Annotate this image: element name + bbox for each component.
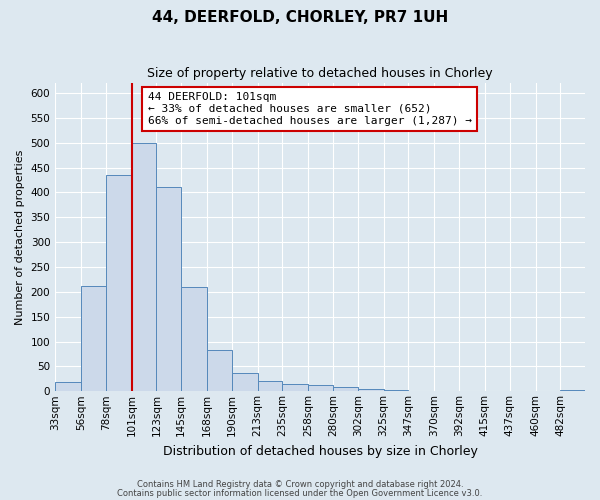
Bar: [131, 142, 157, 392]
Bar: [207, 350, 232, 392]
Text: 44, DEERFOLD, CHORLEY, PR7 1UH: 44, DEERFOLD, CHORLEY, PR7 1UH: [152, 10, 448, 25]
Bar: [257, 382, 283, 392]
Bar: [560, 390, 585, 392]
Title: Size of property relative to detached houses in Chorley: Size of property relative to detached ho…: [147, 68, 493, 80]
Bar: [308, 386, 333, 392]
Bar: [106, 175, 131, 392]
Text: 44 DEERFOLD: 101sqm
← 33% of detached houses are smaller (652)
66% of semi-detac: 44 DEERFOLD: 101sqm ← 33% of detached ho…: [148, 92, 472, 126]
Bar: [358, 389, 383, 392]
Bar: [81, 286, 106, 392]
X-axis label: Distribution of detached houses by size in Chorley: Distribution of detached houses by size …: [163, 444, 478, 458]
Bar: [333, 388, 358, 392]
Bar: [383, 390, 409, 392]
Bar: [181, 287, 207, 392]
Text: Contains HM Land Registry data © Crown copyright and database right 2024.: Contains HM Land Registry data © Crown c…: [137, 480, 463, 489]
Bar: [157, 188, 181, 392]
Text: Contains public sector information licensed under the Open Government Licence v3: Contains public sector information licen…: [118, 488, 482, 498]
Bar: [55, 382, 81, 392]
Y-axis label: Number of detached properties: Number of detached properties: [15, 150, 25, 325]
Bar: [283, 384, 308, 392]
Bar: [232, 374, 257, 392]
